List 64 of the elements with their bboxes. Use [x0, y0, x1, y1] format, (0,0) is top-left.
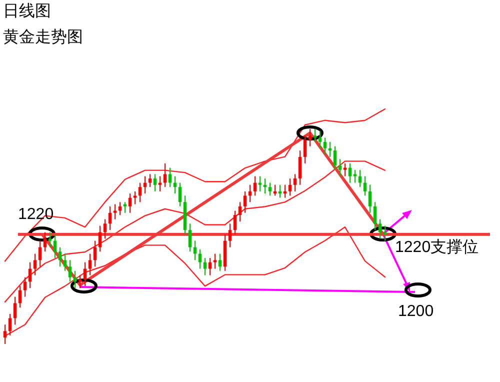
- candlestick: [138, 182, 142, 203]
- candlestick: [343, 162, 347, 177]
- chart-subtitle: 黄金走势图: [3, 28, 83, 46]
- candlestick: [348, 162, 352, 184]
- candlestick: [238, 202, 242, 222]
- candlestick: [33, 253, 37, 276]
- candlestick: [163, 162, 167, 188]
- candlestick: [68, 260, 72, 282]
- candlestick: [48, 232, 52, 248]
- candlestick: [218, 253, 222, 272]
- candlestick: [228, 223, 232, 248]
- candlestick: [378, 218, 382, 240]
- candlestick: [203, 258, 207, 276]
- candlestick: [308, 128, 312, 147]
- candlestick: [303, 134, 307, 164]
- candlestick: [128, 193, 132, 214]
- candlestick: [288, 178, 292, 196]
- candlestick: [13, 296, 17, 326]
- candlestick: [28, 262, 32, 289]
- candlestick: [108, 206, 112, 231]
- candlestick: [338, 158, 342, 177]
- candlestick: [188, 223, 192, 252]
- candlestick: [43, 232, 47, 252]
- candlestick: [368, 184, 372, 214]
- candlestick: [133, 190, 137, 205]
- candlestick: [358, 169, 362, 188]
- candlestick: [363, 176, 367, 196]
- candlestick: [103, 218, 107, 240]
- candlestick: [153, 174, 157, 192]
- candlestick: [198, 248, 202, 270]
- text: 1200: [398, 303, 434, 320]
- candlestick: [323, 137, 327, 156]
- candlestick: [233, 210, 237, 235]
- candlestick: [383, 225, 387, 242]
- candlestick: [53, 234, 57, 258]
- candlestick: [293, 174, 297, 192]
- candlestick: [208, 258, 212, 276]
- candlestick: [38, 240, 42, 268]
- candlestick: [58, 246, 62, 268]
- candlestick: [148, 174, 152, 188]
- candlestick: [178, 182, 182, 207]
- candlestick: [353, 169, 357, 184]
- candlestick: [268, 182, 272, 196]
- candlestick: [18, 285, 22, 308]
- candlestick: [168, 167, 172, 188]
- candlestick: [333, 146, 337, 170]
- candlestick: [3, 324, 7, 344]
- candlestick: [63, 253, 67, 272]
- annotation: 1220支撑位: [395, 238, 479, 256]
- candlestick: [8, 313, 12, 336]
- chart-title: 日线图: [3, 2, 51, 20]
- candlestick: [88, 253, 92, 276]
- candlestick: [93, 240, 97, 268]
- candlestick: [373, 202, 377, 231]
- candlestick: [213, 253, 217, 270]
- candlestick: [113, 204, 117, 220]
- candlestick: [243, 190, 247, 214]
- candlestick: [98, 225, 102, 252]
- candlestick: [318, 130, 322, 149]
- candlestick: [253, 176, 257, 196]
- candlestick: [83, 262, 87, 286]
- annotation: 1220: [18, 206, 54, 223]
- candlestick: [298, 150, 302, 186]
- candlestick: [23, 276, 27, 298]
